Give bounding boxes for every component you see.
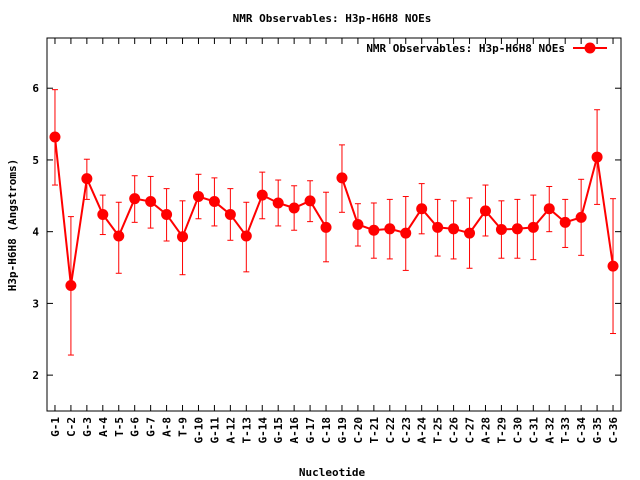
x-tick-label: A-4 [97,417,110,437]
series-line [341,156,615,267]
data-point [272,197,284,209]
data-point [288,202,300,214]
data-point [304,195,316,207]
chart-title: NMR Observables: H3p-H6H8 NOEs [233,12,432,25]
data-point [559,216,571,228]
x-tick-label: G-7 [145,417,158,437]
x-tick-label: G-1 [49,417,62,437]
data-point [224,208,236,220]
data-point [192,191,204,203]
data-point [479,205,491,217]
x-axis-label: Nucleotide [299,466,366,479]
x-tick-label: C-18 [320,417,333,444]
x-tick-label: C-2 [65,417,78,437]
x-tick-label: G-3 [81,417,94,437]
x-tick-label: C-36 [607,417,620,444]
x-tick-label: A-28 [479,417,492,444]
data-point [65,279,77,291]
data-point [400,227,412,239]
y-axis: 2 3 4 5 6 [32,82,621,382]
x-tick-label: C-20 [352,417,365,444]
x-tick-label: C-31 [527,417,540,444]
x-tick-label: A-32 [543,417,556,444]
x-tick-label: T-33 [559,417,572,444]
x-tick-label: A-12 [224,417,237,444]
data-point [49,131,61,143]
data-point [432,221,444,233]
data-point [448,223,460,235]
x-tick-label: A-16 [288,417,301,444]
data-point [320,221,332,233]
series-line [53,136,327,286]
data-point [336,172,348,184]
data-point [177,231,189,243]
plot-frame [46,37,622,412]
x-tick-label: G-19 [336,417,349,444]
data-point [416,203,428,215]
x-tick-label: T-25 [432,417,445,444]
x-tick-label: C-34 [575,417,588,444]
x-tick-label: G-15 [272,417,285,444]
x-tick-label: T-29 [495,417,508,444]
data-point [129,193,141,205]
y-axis-label: H3p-H6H8 (Angstroms) [6,159,19,291]
legend: NMR Observables: H3p-H6H8 NOEs [366,42,607,55]
data-point [368,224,380,236]
x-tick-label: G-6 [129,417,142,437]
data-point [495,224,507,236]
data-point [161,208,173,220]
data-point [352,219,364,230]
data-point [113,230,125,242]
x-tick-label: A-8 [161,417,174,437]
x-tick-label: G-10 [192,417,205,444]
data-point [543,203,555,215]
x-tick-label: T-9 [177,417,190,437]
y-tick-label: 5 [32,154,39,167]
data-point [208,196,220,208]
x-tick-label: G-17 [304,417,317,444]
legend-label: NMR Observables: H3p-H6H8 NOEs [366,42,565,55]
y-tick-label: 4 [32,226,39,239]
x-tick-label: G-11 [208,417,221,444]
y-tick-label: 6 [32,82,39,95]
x-tick-label: T-21 [368,417,381,444]
x-tick-label: C-26 [448,417,461,444]
data-point [81,173,93,185]
data-point [384,223,396,235]
x-tick-label: C-30 [511,417,524,444]
x-tick-label: T-5 [113,417,126,437]
x-tick-label: G-14 [256,417,269,444]
x-tick-label: A-24 [416,417,429,444]
x-tick-label: C-22 [384,417,397,444]
x-tick-label: T-13 [240,417,253,444]
y-tick-label: 2 [32,369,39,382]
data-point [575,211,587,223]
data-point [240,230,252,242]
data-point [607,260,619,272]
y-tick-label: 3 [32,297,39,310]
data-point [591,151,603,163]
data-point [527,221,539,233]
data-point [256,189,268,201]
data-point [464,227,476,239]
x-tick-label: C-27 [464,417,477,444]
series-nmr-noes [49,89,619,356]
x-tick-label: G-35 [591,417,604,444]
legend-marker [584,42,596,54]
x-axis: G-1 C-2 G-3 A-4 T-5 G-6 G-7 A-8 T-9 G-10 G-11 A-12 T… [49,38,620,444]
data-point [145,196,157,208]
data-point [511,223,523,235]
x-tick-label: C-23 [400,417,413,444]
data-point [97,208,109,220]
